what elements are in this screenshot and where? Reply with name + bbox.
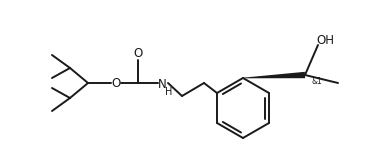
Text: N: N	[157, 78, 166, 90]
Text: &1: &1	[311, 77, 322, 85]
Text: H: H	[165, 87, 173, 97]
Text: OH: OH	[316, 34, 334, 46]
Polygon shape	[243, 72, 305, 78]
Text: O: O	[112, 77, 121, 89]
Text: O: O	[134, 46, 142, 59]
